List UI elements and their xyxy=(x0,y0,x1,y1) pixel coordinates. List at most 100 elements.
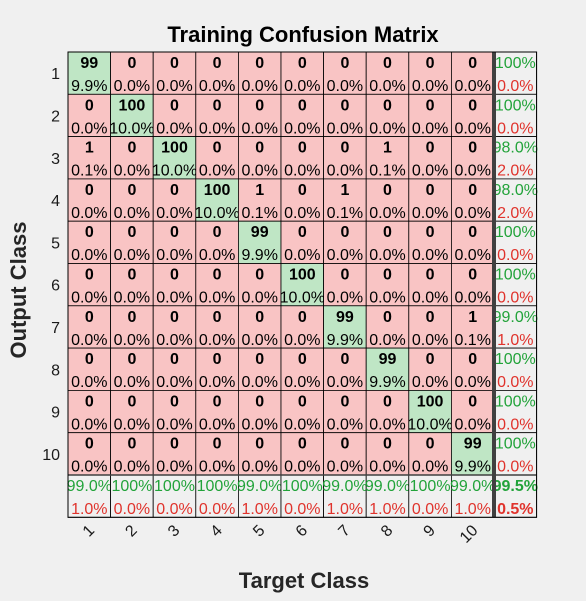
cell-percent-5-6: 0.0% xyxy=(284,247,320,264)
cell-percent-1-1: 9.9% xyxy=(71,78,107,95)
row-precision-7: 99.0% xyxy=(493,309,538,326)
cell-percent-8-9: 0.0% xyxy=(412,374,448,391)
cell-count-5-10: 0 xyxy=(468,224,477,241)
matrix-cell-6-5 xyxy=(237,263,282,307)
cell-percent-1-7: 0.0% xyxy=(327,78,363,95)
cell-percent-6-10: 0.0% xyxy=(454,290,490,307)
cell-count-8-8: 99 xyxy=(379,351,397,368)
cell-percent-3-9: 0.0% xyxy=(412,163,448,180)
matrix-cell-8-8 xyxy=(365,347,410,391)
cell-count-7-6: 0 xyxy=(298,309,307,326)
cell-count-6-2: 0 xyxy=(127,267,136,284)
cell-percent-7-9: 0.0% xyxy=(412,332,448,349)
cell-percent-2-10: 0.0% xyxy=(454,120,490,137)
cell-count-3-2: 0 xyxy=(127,140,136,157)
cell-percent-2-9: 0.0% xyxy=(412,120,448,137)
matrix-cell-8-9 xyxy=(408,347,452,391)
cell-percent-1-8: 0.0% xyxy=(369,78,405,95)
cell-percent-3-7: 0.0% xyxy=(327,163,363,180)
col-error-9: 0.0% xyxy=(412,501,448,518)
overall-accuracy: 99.5% xyxy=(493,478,538,495)
cell-percent-5-7: 0.0% xyxy=(327,247,363,264)
col-error-1: 1.0% xyxy=(71,501,107,518)
matrix-cell-3-5 xyxy=(237,136,282,180)
cell-count-7-4: 0 xyxy=(213,309,222,326)
cell-percent-4-9: 0.0% xyxy=(412,205,448,222)
cell-count-9-5: 0 xyxy=(255,393,264,410)
cell-count-6-10: 0 xyxy=(468,267,477,284)
cell-count-8-5: 0 xyxy=(255,351,264,368)
matrix-cell-7-6 xyxy=(280,305,324,349)
cell-percent-8-5: 0.0% xyxy=(241,374,277,391)
cell-percent-5-1: 0.0% xyxy=(71,247,107,264)
row-error-8: 0.0% xyxy=(497,374,533,391)
cell-count-10-3: 0 xyxy=(170,436,179,453)
cell-percent-1-6: 0.0% xyxy=(284,78,320,95)
cell-percent-6-3: 0.0% xyxy=(156,290,192,307)
y-tick-5: 5 xyxy=(51,235,60,252)
cell-percent-4-10: 0.0% xyxy=(454,205,490,222)
cell-count-3-8: 1 xyxy=(383,140,392,157)
row-error-9: 0.0% xyxy=(497,416,533,433)
matrix-cell-7-1 xyxy=(67,305,111,349)
cell-percent-4-8: 0.0% xyxy=(369,205,405,222)
cell-percent-7-1: 0.0% xyxy=(71,332,107,349)
cell-percent-8-10: 0.0% xyxy=(454,374,490,391)
matrix-cell-5-5 xyxy=(237,220,282,264)
cell-count-4-7: 1 xyxy=(340,182,349,199)
col-error-10: 1.0% xyxy=(454,501,490,518)
cell-count-8-2: 0 xyxy=(127,351,136,368)
cell-percent-9-7: 0.0% xyxy=(327,416,363,433)
cell-count-5-9: 0 xyxy=(426,224,435,241)
cell-count-9-10: 0 xyxy=(468,393,477,410)
matrix-cell-5-6 xyxy=(280,220,324,264)
matrix-cell-7-4 xyxy=(195,305,239,349)
x-tick-7: 7 xyxy=(335,522,353,540)
cell-percent-1-3: 0.0% xyxy=(156,78,192,95)
matrix-cell-10-10 xyxy=(450,432,495,476)
matrix-cell-1-8 xyxy=(365,51,410,95)
row-precision-6: 100% xyxy=(495,267,536,284)
cell-percent-10-5: 0.0% xyxy=(241,459,277,476)
cell-percent-5-8: 0.0% xyxy=(369,247,405,264)
matrix-cell-9-4 xyxy=(195,389,239,434)
y-tick-4: 4 xyxy=(51,193,60,210)
col-recall-3: 100% xyxy=(154,478,195,495)
cell-percent-10-4: 0.0% xyxy=(199,459,235,476)
matrix-cell-8-2 xyxy=(110,347,154,391)
cell-percent-8-3: 0.0% xyxy=(156,374,192,391)
cell-percent-8-2: 0.0% xyxy=(114,374,150,391)
matrix-cell-1-6 xyxy=(280,51,324,95)
cell-count-4-3: 0 xyxy=(170,182,179,199)
cell-count-5-3: 0 xyxy=(170,224,179,241)
cell-percent-8-8: 9.9% xyxy=(369,374,405,391)
cell-percent-1-4: 0.0% xyxy=(199,78,235,95)
cell-count-3-6: 0 xyxy=(298,140,307,157)
cell-count-1-4: 0 xyxy=(213,55,222,72)
matrix-cell-5-2 xyxy=(110,220,154,264)
cell-percent-2-1: 0.0% xyxy=(71,120,107,137)
matrix-cell-7-10 xyxy=(450,305,495,349)
cell-percent-7-3: 0.0% xyxy=(156,332,192,349)
matrix-cell-4-6 xyxy=(280,178,324,222)
cell-percent-2-7: 0.0% xyxy=(327,120,363,137)
cell-count-6-6: 100 xyxy=(289,267,316,284)
matrix-cell-7-9 xyxy=(408,305,452,349)
cell-percent-7-5: 0.0% xyxy=(241,332,277,349)
cell-percent-2-6: 0.0% xyxy=(284,120,320,137)
cell-percent-6-4: 0.0% xyxy=(199,290,235,307)
cell-count-8-3: 0 xyxy=(170,351,179,368)
cell-count-10-6: 0 xyxy=(298,436,307,453)
x-axis-label: Target Class xyxy=(239,568,369,593)
x-tick-1: 1 xyxy=(80,522,98,540)
cell-percent-6-7: 0.0% xyxy=(327,290,363,307)
matrix-cell-1-2 xyxy=(110,51,154,95)
cell-count-4-9: 0 xyxy=(426,182,435,199)
y-tick-10: 10 xyxy=(42,447,60,464)
matrix-cell-10-5 xyxy=(237,432,282,476)
row-precision-10: 100% xyxy=(495,436,536,453)
row-error-2: 0.0% xyxy=(497,120,533,137)
cell-count-5-2: 0 xyxy=(127,224,136,241)
col-error-6: 0.0% xyxy=(284,501,320,518)
cell-count-2-9: 0 xyxy=(426,97,435,114)
